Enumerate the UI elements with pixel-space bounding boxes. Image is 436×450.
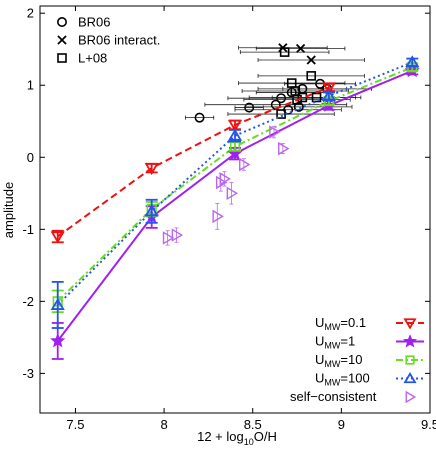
legend-label: L+08 <box>78 51 107 66</box>
plot-frame <box>39 5 431 414</box>
model-markers <box>162 125 290 246</box>
model-series <box>57 86 330 238</box>
x-tick-label: 8 <box>160 417 167 432</box>
series-point <box>219 172 231 186</box>
plot-area <box>50 43 420 360</box>
y-tick-label: -2 <box>22 294 34 309</box>
obs-point <box>306 71 317 81</box>
x-axis-title: 12 + log10O/H <box>197 429 277 447</box>
legend-observations: BR06 BR06 interact. L+08 <box>56 15 160 66</box>
legend-label: UMW=10 <box>315 352 362 369</box>
legend-entry-obs: L+08 <box>57 51 107 66</box>
legend-entry-model: UMW=10 <box>315 352 424 369</box>
series-point <box>162 231 175 245</box>
obs-point <box>295 43 306 54</box>
obs-point <box>292 94 302 105</box>
obs-point <box>311 92 322 103</box>
legend-marker <box>402 334 418 348</box>
legend-marker <box>403 371 417 384</box>
legend-entry-model: UMW=0.1 <box>315 315 424 332</box>
legend-entry-model: self−consistent <box>290 389 417 404</box>
legend-marker <box>57 35 67 45</box>
series-point <box>227 119 243 132</box>
obs-point <box>276 109 286 119</box>
legend-marker <box>56 16 67 27</box>
model-series <box>56 66 413 303</box>
model-markers <box>50 55 420 329</box>
x-tick-label: 9 <box>338 417 345 432</box>
legend-label: self−consistent <box>290 389 377 404</box>
obs-point <box>306 55 316 65</box>
legend-marker <box>57 53 67 63</box>
series-point <box>226 186 239 201</box>
series-point <box>278 141 290 156</box>
x-axis-title-prefix: 12 + log <box>197 429 244 444</box>
x-tick-label: 7.5 <box>66 417 84 432</box>
obs-series <box>184 78 372 123</box>
obs-point <box>279 47 290 57</box>
series-point <box>227 128 243 141</box>
series-point <box>269 125 281 139</box>
series-point <box>171 228 184 242</box>
series-point <box>239 157 251 172</box>
legend-entry-model: UMW=1 <box>315 334 424 351</box>
x-axis-title-subscript: 10 <box>244 437 254 447</box>
y-tick-label: 2 <box>27 6 34 21</box>
legend-marker <box>403 318 417 330</box>
obs-series <box>238 43 365 65</box>
legend-label: UMW=0.1 <box>315 315 366 332</box>
svg-text:12 + log10O/H: 12 + log10O/H <box>197 429 277 447</box>
series-line <box>56 66 413 303</box>
obs-point <box>276 93 287 104</box>
axes: 7.5 8 8.5 9 9.5 2 1 0 -1 -2 -3 <box>22 6 436 432</box>
series-point <box>405 55 420 68</box>
legend-label: BR06 <box>78 15 111 30</box>
series-point <box>144 204 159 217</box>
legend-label: UMW=100 <box>315 371 370 388</box>
legend-marker <box>405 390 417 404</box>
obs-point <box>244 102 255 113</box>
series-point <box>50 231 65 244</box>
x-tick-label: 9.5 <box>421 417 436 432</box>
legend-entry-obs: BR06 interact. <box>57 33 160 48</box>
legend-entry-obs: BR06 <box>56 15 111 30</box>
series-point <box>144 163 159 176</box>
obs-point <box>194 112 205 123</box>
series-point <box>321 82 337 95</box>
y-axis-title: amplitude <box>1 182 16 238</box>
legend-marker <box>405 355 415 365</box>
x-tick-label: 8.5 <box>244 417 262 432</box>
legend-entry-model: UMW=100 <box>315 371 424 388</box>
y-tick-label: 1 <box>27 78 34 93</box>
series-line <box>57 86 330 238</box>
series-point <box>212 209 224 224</box>
series-point <box>50 332 66 348</box>
series-point <box>215 175 228 190</box>
series-point <box>50 297 65 310</box>
legend-label: UMW=1 <box>315 334 355 351</box>
x-axis-title-suffix: O/H <box>254 429 277 444</box>
series-point <box>321 89 337 102</box>
y-tick-label: -1 <box>22 222 34 237</box>
y-tick-label: 0 <box>27 150 34 165</box>
y-tick-label: -3 <box>22 366 34 381</box>
legend-label: BR06 interact. <box>78 33 160 48</box>
obs-point <box>293 101 304 112</box>
